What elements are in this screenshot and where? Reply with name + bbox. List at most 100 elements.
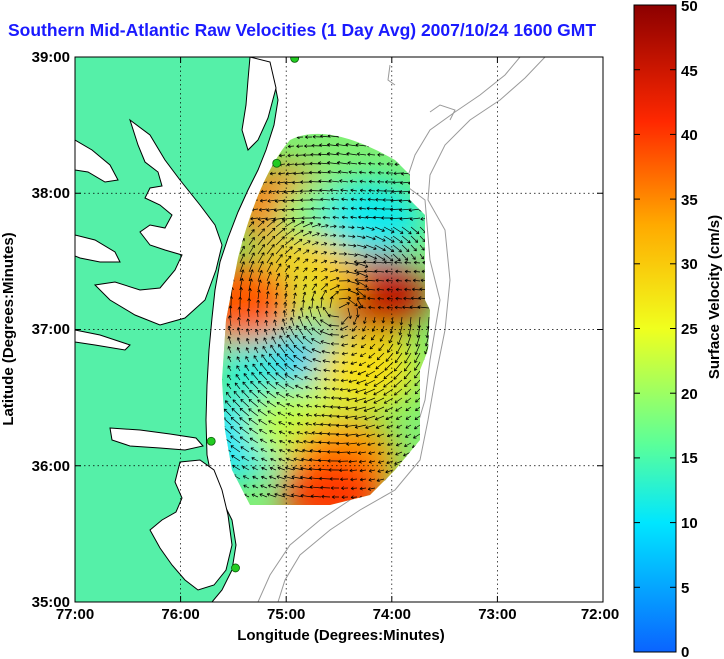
velocity-vector [295, 439, 304, 444]
velocity-vector [287, 144, 295, 149]
velocity-vector [266, 271, 272, 282]
velocity-vector [415, 334, 421, 347]
velocity-vector [407, 325, 412, 337]
velocity-vector [356, 253, 368, 259]
colorbar-tick-labels: 0 5 10 15 20 25 30 35 40 45 50 [681, 0, 698, 659]
velocity-vector [377, 442, 385, 447]
velocity-vector [315, 305, 322, 318]
velocity-vector [237, 306, 242, 318]
velocity-vector [318, 152, 331, 157]
velocity-vector [311, 143, 322, 148]
velocity-vector [409, 305, 421, 310]
velocity-vector [373, 388, 385, 396]
velocity-vector [377, 460, 385, 464]
velocity-vector [392, 253, 401, 262]
velocity-vector [305, 404, 313, 408]
velocity-vector [231, 408, 241, 417]
radar-stations [206, 57, 300, 573]
colorbar-tick-label: 35 [681, 192, 698, 209]
velocity-vector [365, 424, 376, 429]
velocity-vector [386, 287, 394, 292]
velocity-vector [274, 301, 279, 309]
velocity-vector [351, 343, 358, 348]
velocity-vector [383, 189, 393, 193]
velocity-vector [241, 390, 250, 399]
velocity-vector [266, 235, 276, 246]
velocity-vector [341, 206, 349, 211]
velocity-vector [287, 440, 295, 444]
velocity-vector [356, 271, 369, 278]
colorbar-tick-label: 5 [681, 580, 689, 597]
velocity-vector [376, 478, 385, 483]
velocity-vector [284, 265, 290, 273]
x-tick-label: 72:00 [581, 606, 619, 623]
velocity-vector [264, 319, 269, 327]
velocity-vector [251, 457, 259, 462]
velocity-vector [364, 415, 376, 421]
velocity-vector [347, 234, 356, 239]
velocity-vector [239, 253, 245, 264]
velocity-vector [311, 283, 317, 291]
velocity-vector [417, 305, 430, 309]
velocity-vector [366, 287, 376, 292]
velocity-vector [404, 379, 412, 388]
velocity-vector [346, 442, 358, 446]
velocity-vector [320, 233, 328, 237]
river [75, 329, 131, 351]
velocity-vector [311, 338, 322, 345]
velocity-vector [305, 395, 313, 399]
velocity-vector [331, 350, 340, 355]
velocity-vector [269, 466, 277, 471]
velocity-vector [359, 352, 367, 357]
colorbar: 0 5 10 15 20 25 30 35 40 45 50 Surface V… [633, 0, 723, 659]
velocity-vector [354, 406, 367, 412]
velocity-vector [378, 343, 385, 352]
velocity-vector [339, 179, 349, 183]
velocity-vector [239, 407, 250, 417]
velocity-vector [365, 226, 375, 231]
colorbar-tick-label: 30 [681, 256, 698, 273]
velocity-vector [365, 370, 376, 377]
velocity-vector [331, 396, 340, 400]
velocity-vector [392, 180, 403, 185]
velocity-vector [354, 397, 367, 403]
velocity-vector [299, 307, 304, 318]
velocity-vector [248, 418, 259, 426]
velocity-vector [293, 457, 304, 462]
velocity-vector [245, 347, 250, 354]
velocity-vector [404, 287, 412, 292]
velocity-vector [296, 325, 304, 336]
velocity-vector [308, 306, 313, 318]
velocity-vector [302, 231, 312, 237]
velocity-vector [347, 280, 360, 286]
velocity-vector [267, 410, 277, 417]
velocity-vector [336, 441, 349, 446]
velocity-vector [358, 459, 367, 464]
velocity-vector [414, 424, 421, 430]
velocity-vector [329, 276, 340, 282]
velocity-vector [287, 448, 295, 453]
velocity-vector [376, 433, 385, 438]
velocity-vector [320, 340, 331, 345]
velocity-vector [367, 487, 376, 491]
velocity-vector [374, 253, 386, 261]
velocity-vector [329, 477, 340, 481]
velocity-vector [302, 336, 313, 345]
velocity-vector [359, 477, 367, 482]
velocity-vector [266, 261, 273, 273]
velocity-vector [230, 445, 241, 453]
velocity-vector [282, 483, 295, 489]
velocity-vector [252, 484, 259, 489]
velocity-vector [404, 278, 412, 283]
velocity-vector [260, 484, 268, 489]
velocity-vector [356, 262, 369, 268]
velocity-vector [395, 296, 403, 301]
velocity-vector [383, 244, 395, 253]
velocity-vector [250, 216, 259, 221]
velocity-vector [263, 337, 268, 345]
velocity-vector [329, 260, 338, 264]
velocity-vector [322, 359, 331, 363]
velocity-vector [350, 197, 358, 202]
velocity-vector [291, 308, 295, 318]
velocity-vector [346, 397, 358, 402]
